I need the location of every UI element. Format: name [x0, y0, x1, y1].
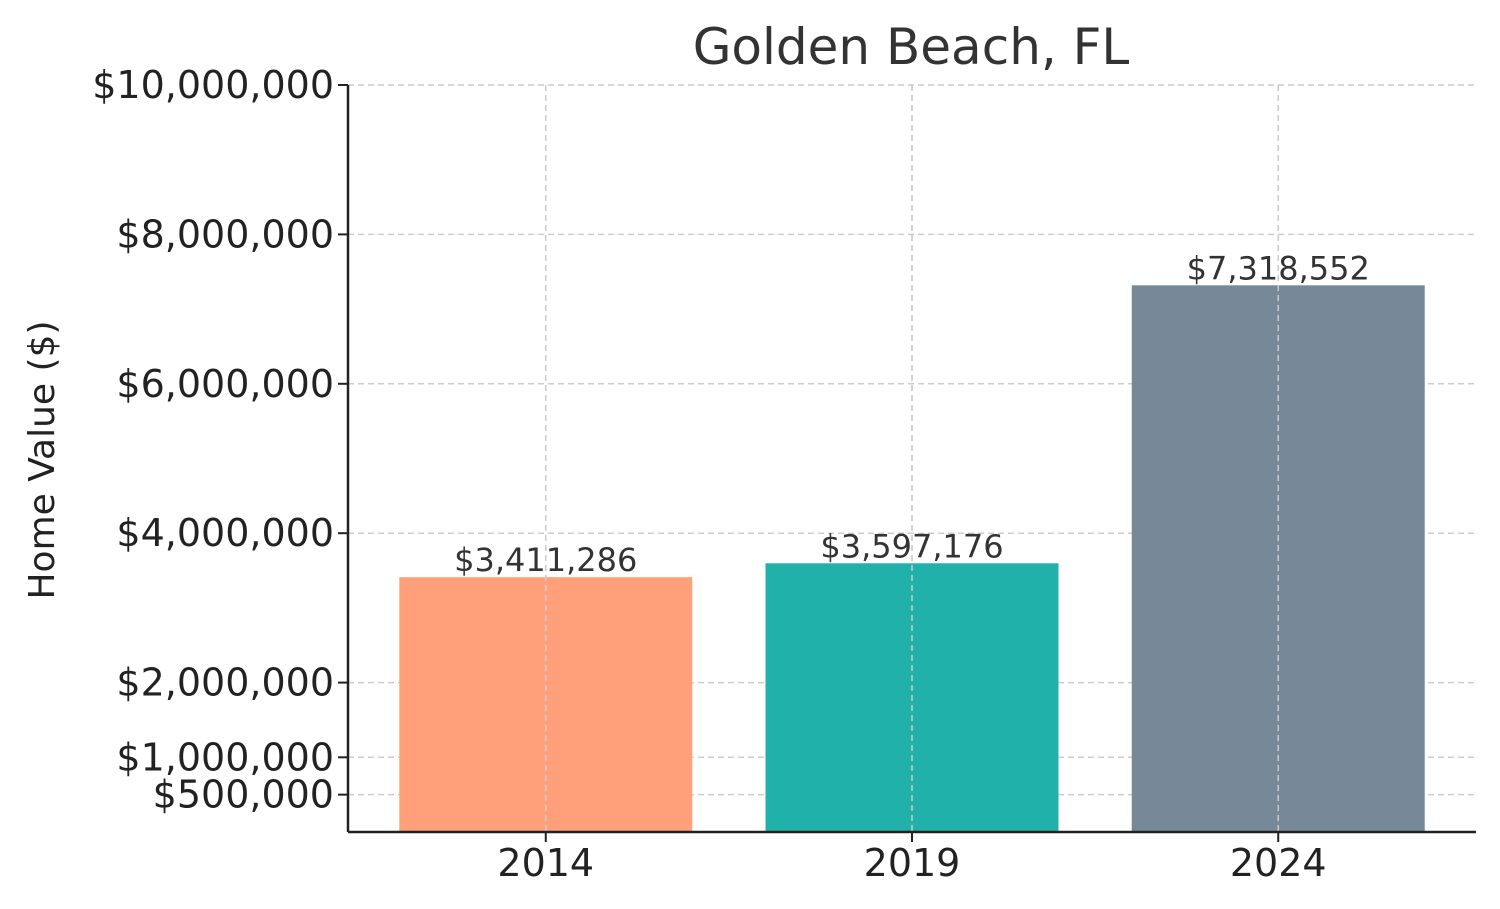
y-tick-label: $500,000	[153, 773, 334, 817]
axes	[338, 84, 1476, 842]
x-tick-label: 2024	[1230, 841, 1327, 885]
y-tick-label: $8,000,000	[116, 212, 334, 256]
y-tick-label: $2,000,000	[116, 661, 334, 705]
bars	[399, 85, 1425, 832]
y-tick-label: $6,000,000	[116, 362, 334, 406]
chart-title: Golden Beach, FL	[693, 18, 1130, 76]
x-tick-label: 2019	[864, 841, 961, 885]
y-axis-label: Home Value ($)	[22, 320, 63, 599]
labels: $500,000$1,000,000 $2,000,000 $4,000,000 $6…	[92, 63, 1370, 885]
y-tick-label: $1,000,000	[116, 735, 334, 779]
bar-value-label: $3,411,286	[454, 541, 637, 579]
bar-value-label: $3,597,176	[820, 527, 1003, 565]
y-tick-label: $4,000,000	[116, 511, 334, 555]
bar-value-label: $7,318,552	[1187, 249, 1370, 287]
x-tick-label: 2014	[497, 841, 594, 885]
y-tick-label: $10,000,000	[92, 63, 334, 107]
